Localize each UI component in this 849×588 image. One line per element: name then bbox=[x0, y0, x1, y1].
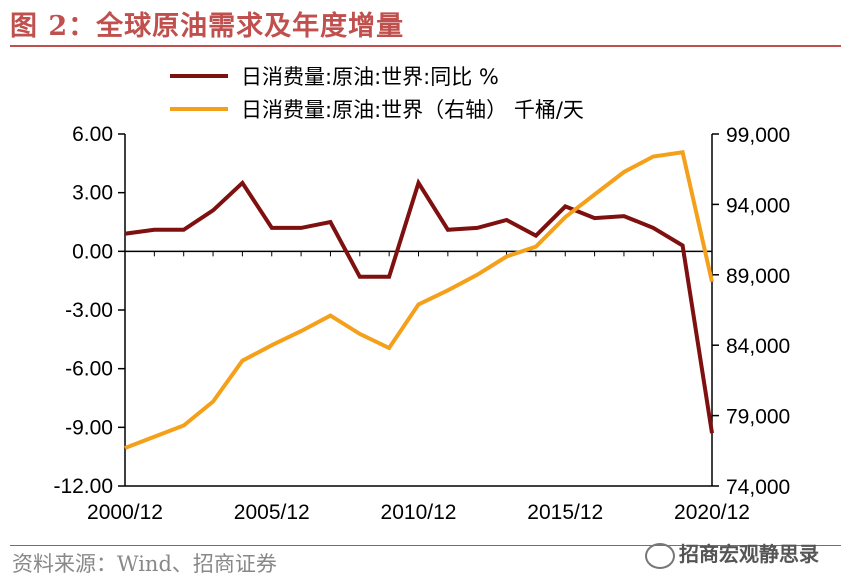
y-left-tick-label: -12.00 bbox=[53, 475, 113, 498]
legend: 日消费量:原油:世界:同比 % 日消费量:原油:世界（右轴） 千桶/天 bbox=[170, 65, 584, 122]
series-line-yoy bbox=[124, 178, 714, 434]
chart-title: 图 2：全球原油需求及年度增量 bbox=[10, 11, 405, 42]
wechat-icon bbox=[645, 542, 675, 569]
legend-label-consumption: 日消费量:原油:世界（右轴） 千桶/天 bbox=[241, 98, 584, 122]
series-line-consumption bbox=[124, 150, 714, 450]
y-left-tick-label: 3.00 bbox=[72, 182, 113, 205]
y-left-tick-label: 6.00 bbox=[72, 123, 113, 146]
watermark-text: 招商宏观静思录 bbox=[679, 542, 819, 566]
series-group bbox=[124, 150, 714, 450]
x-tick-label: 2005/12 bbox=[234, 501, 310, 524]
y-right-tick-label: 79,000 bbox=[726, 406, 790, 429]
y-left-tick-label: 0.00 bbox=[72, 240, 113, 263]
x-tick-label: 2000/12 bbox=[87, 501, 163, 524]
source-note: 资料来源：Wind、招商证券 bbox=[12, 552, 277, 576]
watermark: 招商宏观静思录 bbox=[645, 538, 819, 569]
source-rule bbox=[10, 545, 841, 546]
x-tick-label: 2010/12 bbox=[381, 501, 457, 524]
axes: 6.00 3.00 0.00 -3.00 -6.00 -9.00 -12.00 99,000 9… bbox=[53, 123, 790, 524]
y-right-tick-label: 84,000 bbox=[726, 335, 790, 358]
y-right-tick-label: 74,000 bbox=[726, 476, 790, 499]
y-right-tick-label: 89,000 bbox=[726, 265, 790, 288]
title-rule bbox=[10, 45, 841, 47]
y-left-tick-label: -6.00 bbox=[65, 358, 113, 381]
y-right-tick-label: 94,000 bbox=[726, 194, 790, 217]
x-tick-label: 2015/12 bbox=[527, 501, 603, 524]
y-right-tick-label: 99,000 bbox=[726, 124, 790, 147]
y-left-tick-label: -9.00 bbox=[65, 416, 113, 439]
x-tick-label: 2020/12 bbox=[674, 501, 750, 524]
y-left-tick-label: -3.00 bbox=[65, 299, 113, 322]
legend-label-yoy: 日消费量:原油:世界:同比 % bbox=[241, 65, 499, 89]
